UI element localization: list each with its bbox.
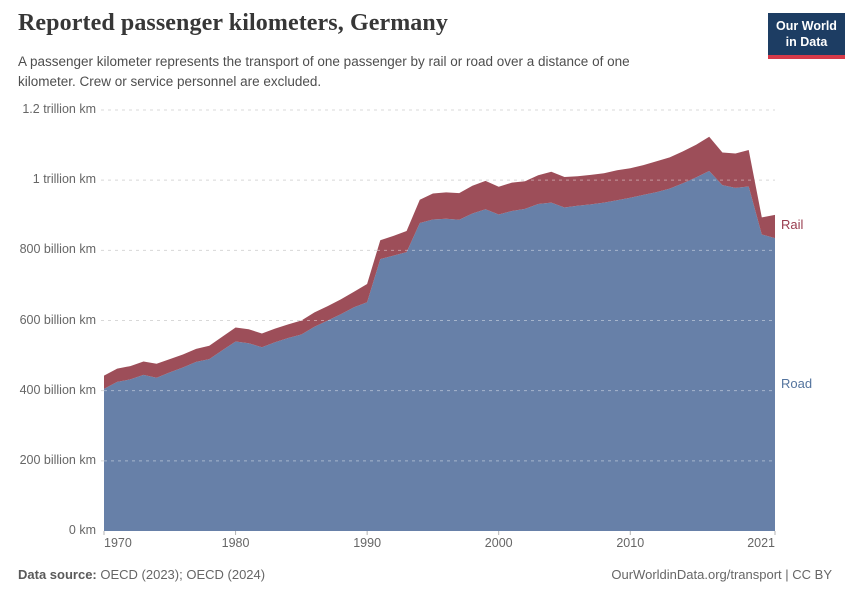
y-axis-tick-label: 1.2 trillion km (22, 102, 96, 116)
x-axis-tick-label: 1980 (221, 536, 250, 550)
x-axis-tick-label: 2000 (484, 536, 513, 550)
y-axis-tick-label: 1 trillion km (32, 172, 96, 187)
y-axis-tick-label: 200 billion km (19, 452, 96, 467)
chart-subtitle: A passenger kilometer represents the tra… (18, 52, 728, 91)
x-axis-tick-label: 2010 (616, 536, 645, 550)
y-axis-tick-label: 0 km (68, 523, 96, 537)
y-axis-tick-label: 800 billion km (19, 242, 96, 257)
stacked-area-plot (101, 109, 776, 535)
x-axis-tick-label: 1990 (353, 536, 382, 550)
logo-line-1: Our World (776, 19, 837, 33)
series-label-rail: Rail (781, 217, 804, 233)
x-axis-tick-label: 2021 (747, 536, 775, 550)
credit-note: OurWorldinData.org/transport | CC BY (611, 567, 832, 582)
y-axis-tick-label: 600 billion km (19, 312, 96, 327)
y-axis-tick-label: 400 billion km (19, 382, 96, 397)
owid-logo: Our World in Data (768, 13, 845, 59)
x-axis-tick-label: 1970 (104, 536, 132, 550)
data-source-note: Data source: OECD (2023); OECD (2024) (18, 567, 265, 582)
logo-line-2: in Data (785, 35, 828, 50)
data-source-value: OECD (2023); OECD (2024) (96, 567, 266, 582)
subtitle-line-2: kilometer. Crew or service personnel are… (18, 73, 322, 89)
page-title: Reported passenger kilometers, Germany (18, 10, 448, 36)
series-label-road: Road (781, 375, 813, 391)
subtitle-line-1: A passenger kilometer represents the tra… (18, 54, 630, 69)
data-source-label: Data source: (18, 567, 97, 582)
